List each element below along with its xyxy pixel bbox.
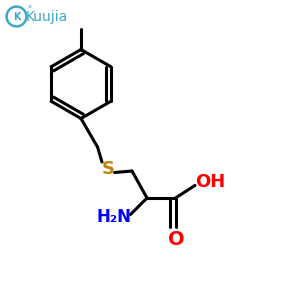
Text: O: O [168,230,184,249]
Text: °: ° [27,5,31,14]
Text: S: S [101,160,115,178]
Text: H₂N: H₂N [97,208,131,226]
Text: K: K [13,11,20,22]
Text: Kuujia: Kuujia [26,10,68,24]
Text: OH: OH [196,173,226,191]
